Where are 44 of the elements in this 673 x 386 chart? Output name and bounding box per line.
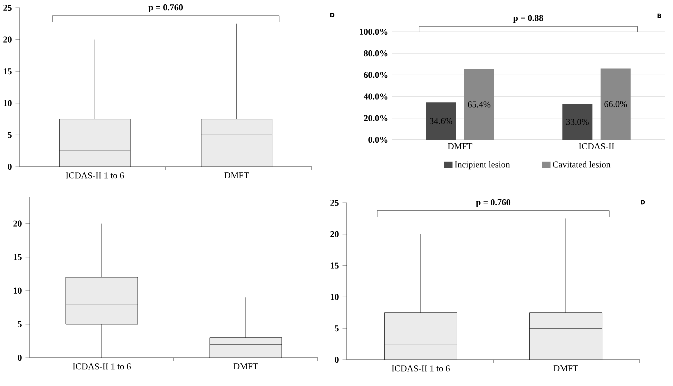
bar <box>464 69 494 140</box>
x-tick-label: ICDAS-II 1 to 6 <box>73 364 131 370</box>
y-tick-label: 10 <box>4 100 12 106</box>
y-tick-label: 60.0% <box>364 72 388 78</box>
x-tick-label: ICDAS-II 1 to 6 <box>66 172 124 179</box>
y-tick-label: 0 <box>335 356 339 364</box>
x-tick-label: DMFT <box>554 366 578 372</box>
y-tick-label: 5 <box>335 326 339 332</box>
y-tick-label: 20.0% <box>364 115 388 122</box>
data-label: 34.6% <box>430 118 452 124</box>
y-tick-label: 0 <box>18 354 22 362</box>
legend-label: Cavitated lesion <box>553 161 611 168</box>
annotation: p = 0.760 <box>476 199 511 208</box>
x-tick-label: ICDAS-II <box>579 144 614 150</box>
y-tick-label: 15 <box>14 254 22 260</box>
y-tick-label: 20 <box>330 231 339 238</box>
y-tick-label: 25 <box>330 200 339 206</box>
y-tick-label: 10 <box>330 294 339 300</box>
y-tick-label: 0.0% <box>368 136 388 144</box>
bar <box>426 102 456 140</box>
x-tick-label: DMFT <box>448 144 473 150</box>
y-tick-label: 5 <box>8 132 12 138</box>
x-tick-label: DMFT <box>224 172 250 179</box>
y-tick-label: 20 <box>14 220 22 227</box>
y-tick-label: 20 <box>4 36 12 43</box>
y-tick-label: 15 <box>330 262 339 269</box>
y-tick-label: 100.0% <box>360 28 388 36</box>
data-label: 66.0% <box>604 101 628 108</box>
y-tick-label: 25 <box>4 4 12 12</box>
data-label: 33.0% <box>566 119 589 126</box>
y-tick-label: 15 <box>4 68 12 75</box>
bar <box>600 68 631 140</box>
y-tick-label: 10 <box>14 288 22 294</box>
text: p = 0.88 <box>513 15 544 24</box>
x-tick-label: DMFT <box>234 364 258 370</box>
legend-label: Incipient lesion <box>455 161 510 170</box>
y-tick-label: 40.0% <box>364 94 388 100</box>
x-tick-label: ICDAS-II 1 to 6 <box>392 366 450 372</box>
y-tick-label: 5 <box>18 321 22 328</box>
y-tick-label: 0 <box>8 164 12 170</box>
y-tick-label: 80.0% <box>364 50 388 57</box>
bar <box>562 104 593 140</box>
data-label: 65.4% <box>468 102 491 108</box>
annotation: p = 0.760 <box>148 4 184 12</box>
